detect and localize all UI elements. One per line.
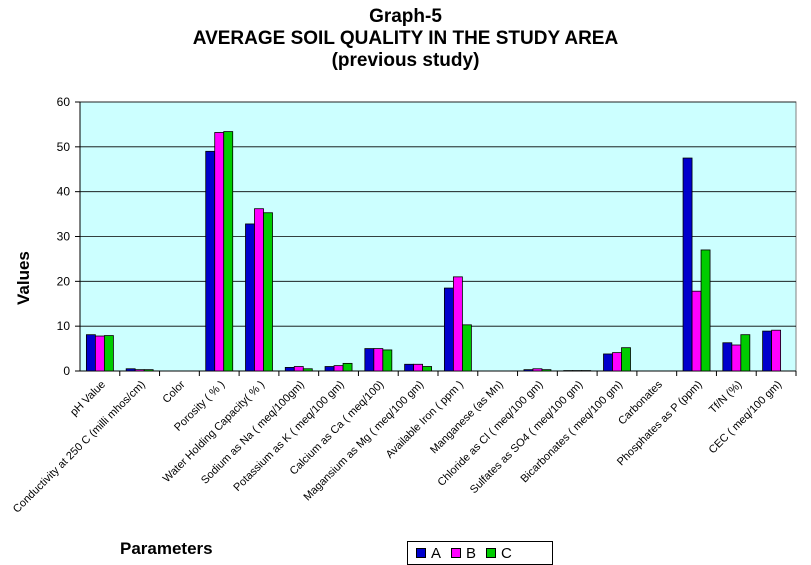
bar-c xyxy=(342,362,353,372)
bar-a xyxy=(125,368,136,372)
bar-b xyxy=(214,132,225,372)
bar-c xyxy=(422,366,433,372)
bar-b xyxy=(413,363,424,372)
bar-a xyxy=(682,157,693,372)
bar-b xyxy=(254,208,264,372)
bar-b xyxy=(691,290,702,372)
bar-a xyxy=(404,363,415,372)
chart-title-line-1: Graph-5 xyxy=(369,6,442,27)
y-tick-label: 30 xyxy=(57,230,71,244)
legend-swatch-b xyxy=(451,548,462,558)
bar-c xyxy=(621,347,631,372)
bar-a xyxy=(762,330,773,372)
bar-b xyxy=(532,368,543,372)
y-tick-label: 10 xyxy=(57,319,71,333)
x-tick-label: Manganese (as Mn) xyxy=(428,379,506,457)
bar-a xyxy=(324,366,335,372)
bar-c xyxy=(223,131,234,372)
bar-a xyxy=(722,342,733,372)
bar-a xyxy=(284,367,295,372)
bar-a xyxy=(523,369,534,372)
bar-a xyxy=(364,348,375,372)
legend-item-a: A xyxy=(416,545,441,562)
bar-b xyxy=(293,366,304,372)
bar-c xyxy=(740,334,751,372)
y-axis-label: Values xyxy=(14,251,33,305)
bar-a xyxy=(443,287,454,372)
bar-b xyxy=(94,335,105,372)
x-tick-label: Available Iron ( ppm ) xyxy=(384,379,466,461)
x-axis-label: Parameters xyxy=(120,539,213,558)
x-tick-label: pH Value xyxy=(68,379,108,419)
bar-b xyxy=(452,276,463,372)
legend-swatch-a xyxy=(416,548,426,558)
y-tick-label: 0 xyxy=(63,364,70,378)
bar-c xyxy=(103,335,114,372)
bar-b xyxy=(771,329,782,372)
legend: A B C xyxy=(407,541,553,565)
bar-c xyxy=(302,368,313,372)
legend-item-c: C xyxy=(486,545,512,562)
bar-c xyxy=(700,249,711,372)
y-tick-label: 50 xyxy=(57,140,71,154)
bar-b xyxy=(134,369,145,372)
bar-b xyxy=(373,348,384,372)
bar-a xyxy=(85,334,96,372)
bar-a xyxy=(245,223,255,372)
legend-label-c: C xyxy=(501,544,512,562)
bar-a xyxy=(205,150,216,372)
bar-c xyxy=(143,369,154,372)
chart-title: Graph-5 AVERAGE SOIL QUALITY IN THE STUD… xyxy=(0,6,811,72)
legend-swatch-c xyxy=(486,548,497,558)
bar-c xyxy=(461,324,472,372)
legend-label-b: B xyxy=(466,544,477,562)
y-tick-label: 60 xyxy=(57,95,71,109)
x-tick-label: CEC ( meq/100 gm) xyxy=(707,379,785,457)
bar-b xyxy=(731,344,742,372)
y-tick-label: 40 xyxy=(57,185,71,199)
x-tick-label: Color xyxy=(160,378,187,405)
chart-title-line-3: (previous study) xyxy=(331,50,480,71)
y-tick-label: 20 xyxy=(57,274,71,288)
legend-label-a: A xyxy=(431,544,442,562)
bar-c xyxy=(382,349,393,372)
bar-c xyxy=(541,369,552,372)
bar-b xyxy=(333,365,344,372)
bar-c xyxy=(263,212,273,372)
x-tick-label: Tf/N (%) xyxy=(707,379,744,416)
legend-item-b: B xyxy=(451,545,476,562)
chart-title-line-2: AVERAGE SOIL QUALITY IN THE STUDY AREA xyxy=(192,28,619,49)
bar-a xyxy=(603,353,613,372)
bar-b xyxy=(612,352,622,372)
